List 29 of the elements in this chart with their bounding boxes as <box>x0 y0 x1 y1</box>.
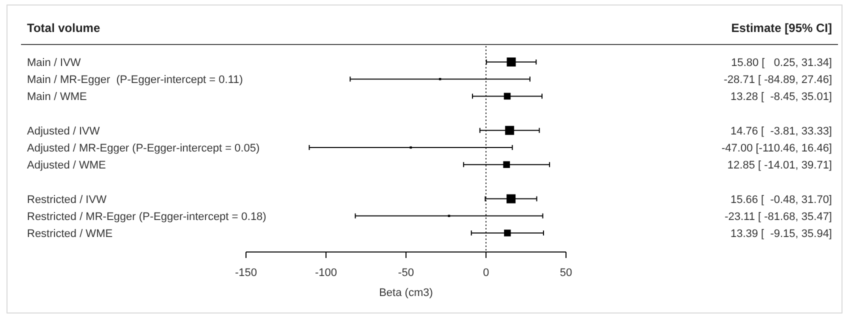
y-tick-label: Adjusted / MR-Egger (P-Egger-intercept = 0.05) <box>27 142 260 154</box>
data-label: -23.11 [ -81.68, 35.47] <box>724 210 832 223</box>
data-label: 15.80 [ 0.25, 31.34] <box>731 57 832 69</box>
data-label: -47.00 [-110.46, 16.46] <box>722 142 832 154</box>
y-tick-label: Restricted / IVW <box>27 194 108 206</box>
point <box>504 92 511 100</box>
text: Total volume <box>27 21 100 35</box>
data-label: 14.76 [ -3.81, 33.33] <box>730 125 832 138</box>
data-label: 15.66 [ -0.48, 31.70] <box>730 194 832 206</box>
point <box>504 230 511 236</box>
y-tick-label: Main / MR-Egger (P-Egger-intercept = 0.11) <box>27 74 243 86</box>
y-tick-label: Adjusted / IVW <box>27 125 100 138</box>
text: Estimate [95% CI] <box>731 21 832 35</box>
data-label: 12.85 [ -14.01, 39.71] <box>727 160 832 172</box>
data-label: 13.28 [ -8.45, 35.01] <box>730 91 832 104</box>
data-label: 13.39 [ -9.15, 35.94] <box>730 228 832 240</box>
x-tick-label: -100 <box>314 267 338 279</box>
x-tick-label: 50 <box>560 267 572 279</box>
x-tick-label: 0 <box>482 267 490 279</box>
y-tick-label: Main / IVW <box>27 57 82 69</box>
point <box>503 161 510 168</box>
y-tick-label: Restricted / WME <box>27 228 113 240</box>
data-label: -28.71 [ -84.89, 27.46] <box>724 74 832 86</box>
y-tick-label: Main / WME <box>27 91 87 104</box>
x-axis-title: Beta (cm3) <box>379 287 433 299</box>
y-tick-label: Adjusted / WME <box>27 160 106 172</box>
y-tick-label: Restricted / MR-Egger (P-Egger-intercept = 0.18) <box>27 210 266 223</box>
x-tick-label: -50 <box>398 267 414 279</box>
x-tick-label: -150 <box>234 267 258 279</box>
